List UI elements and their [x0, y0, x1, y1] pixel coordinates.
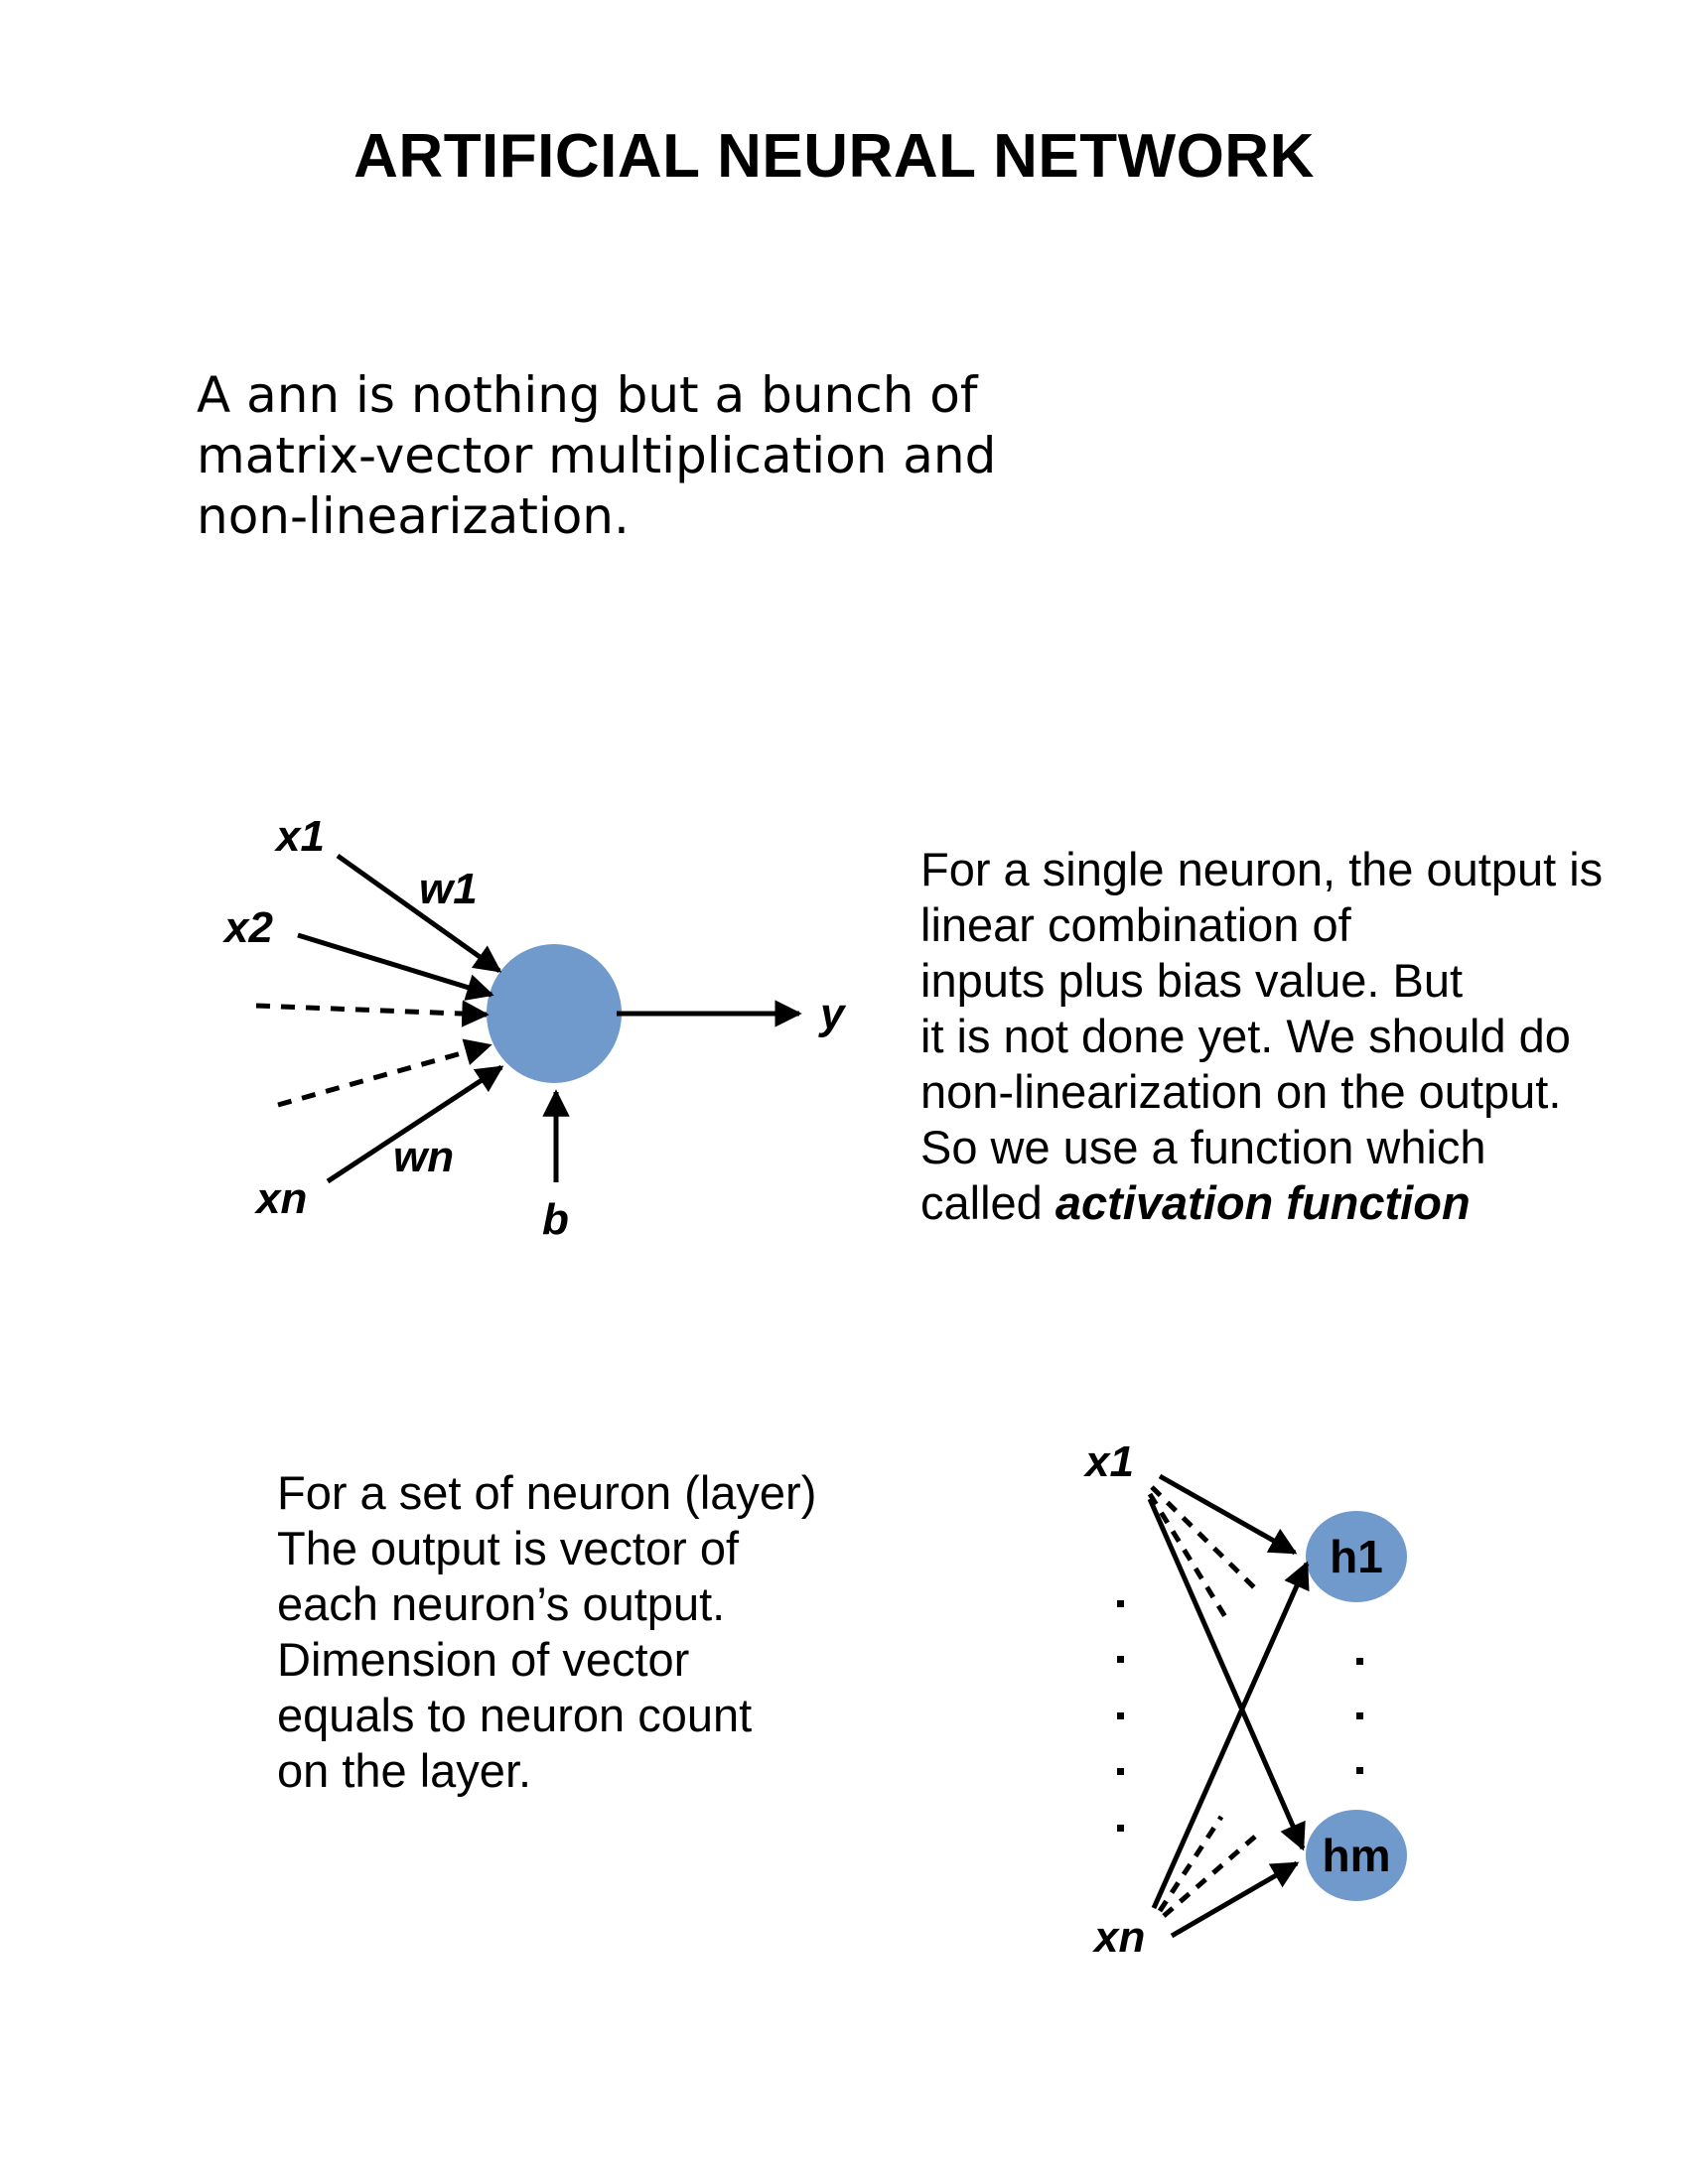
input-arrow-xn [326, 1064, 504, 1184]
input-arrow-x2 [297, 932, 494, 1001]
description-line: Dimension of vector [277, 1633, 690, 1686]
input-arrow-x1 [336, 853, 502, 974]
description-line: each neuron’s output. [277, 1577, 726, 1630]
layer-description: For a set of neuron (layer) The output i… [277, 1465, 972, 1799]
edge-x1-hm [1147, 1497, 1306, 1851]
hidden-node-label-h1: h1 [1330, 1531, 1383, 1582]
intro-line: A ann is nothing but a bunch of [197, 366, 978, 424]
neuron-node [487, 944, 622, 1083]
edge-xn-dashed [1162, 1835, 1257, 1918]
description-line: linear combination of [920, 898, 1351, 951]
description-line: inputs plus bias value. But [920, 954, 1464, 1007]
edge-xn-dashed [1157, 1815, 1224, 1913]
description-line-last: called activation function [920, 1175, 1675, 1231]
description-line: non-linearization on the output. [920, 1065, 1562, 1118]
weight-label-wn: wn [393, 1133, 454, 1181]
description-line: For a set of neuron (layer) [277, 1466, 817, 1519]
bias-label-b: b [542, 1195, 569, 1244]
edge-x1-dashed [1147, 1492, 1230, 1622]
edge-xn-h1 [1151, 1561, 1310, 1910]
edge-x1-h1 [1158, 1473, 1298, 1556]
input-arrow-dashed [277, 1038, 492, 1108]
edge-xn-hm [1170, 1860, 1300, 1939]
description-line: it is not done yet. We should do [920, 1010, 1571, 1062]
hidden-ellipsis [1356, 1658, 1363, 1774]
description-line: So we use a function which [920, 1121, 1486, 1173]
description-line: For a single neuron, the output is [920, 843, 1604, 895]
input-ellipsis [1117, 1600, 1124, 1832]
single-neuron-description: For a single neuron, the output is linea… [920, 842, 1675, 1231]
edge-x1-dashed [1150, 1485, 1257, 1590]
description-prefix: called [920, 1176, 1055, 1229]
layer-input-label-x1: x1 [1083, 1437, 1134, 1486]
weight-label-w1: w1 [419, 865, 478, 913]
layer-input-label-xn: xn [1092, 1913, 1145, 1962]
intro-line: non-linearization. [197, 487, 630, 545]
hidden-node-h1 [1306, 1511, 1407, 1602]
description-line: on the layer. [277, 1744, 532, 1797]
intro-paragraph: A ann is nothing but a bunch of matrix-v… [197, 365, 1090, 547]
input-arrow-dashed [255, 1000, 490, 1027]
input-label-x1: x1 [274, 812, 325, 861]
layer-diagram: x1 xn h1 hm [1083, 1437, 1407, 1962]
hidden-node-hm [1306, 1810, 1407, 1901]
output-label-y: y [818, 990, 847, 1038]
description-line: equals to neuron count [277, 1689, 753, 1741]
description-line: The output is vector of [277, 1522, 740, 1574]
page-title: ARTIFICIAL NEURAL NETWORK [353, 122, 1315, 191]
hidden-node-label-hm: hm [1323, 1830, 1391, 1881]
intro-line: matrix-vector multiplication and [197, 427, 997, 484]
single-neuron-diagram: x1 x2 xn w1 wn y b [222, 812, 847, 1244]
input-label-x2: x2 [222, 903, 273, 952]
activation-function-term: activation function [1055, 1176, 1471, 1229]
input-label-xn: xn [254, 1174, 307, 1223]
